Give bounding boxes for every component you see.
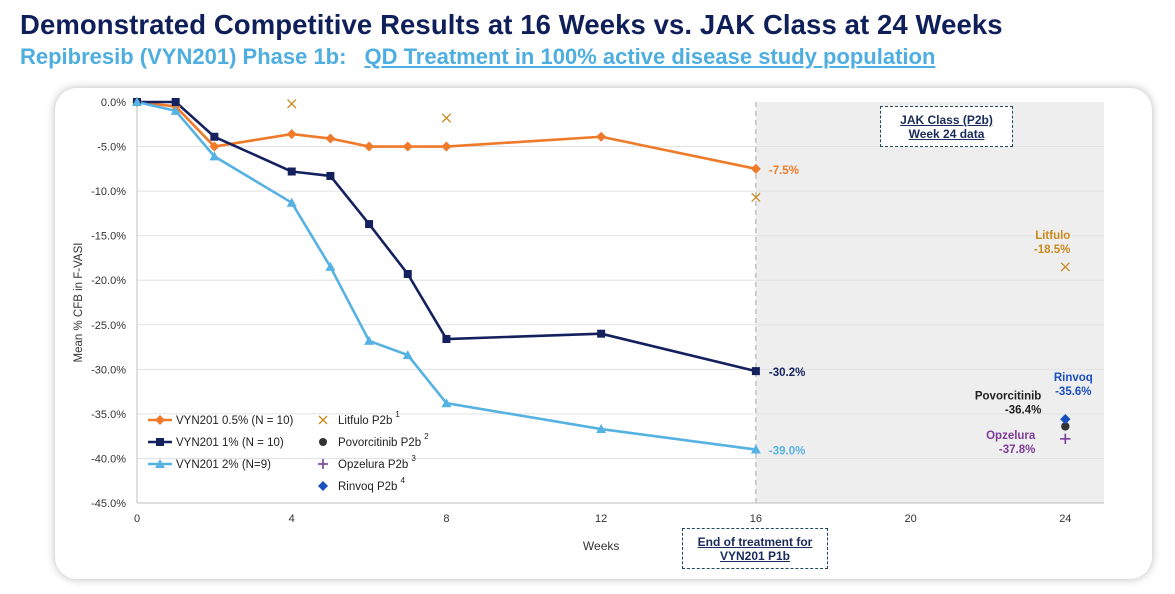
series-point-0 (364, 141, 375, 152)
comparator-point-0 (1060, 262, 1070, 272)
comparator-point-2 (1060, 433, 1071, 445)
comparator-point-0 (751, 192, 761, 203)
legend-marker (318, 415, 328, 425)
x-tick-label: 12 (595, 513, 607, 525)
comparator-label-value: -18.5% (1034, 244, 1070, 256)
series-point-1 (442, 335, 451, 344)
legend-marker (155, 459, 165, 468)
series-point-0 (325, 133, 336, 144)
series-point-2 (402, 350, 413, 360)
legend-marker (318, 481, 328, 491)
series-line-2 (136, 100, 757, 451)
x-tick-label: 16 (750, 513, 762, 525)
series-point-0 (750, 163, 761, 174)
page-title: Demonstrated Competitive Results at 16 W… (20, 9, 1003, 40)
legend-superscript: 2 (424, 432, 429, 441)
y-tick-label: -30.0% (91, 364, 126, 376)
legend-label: VYN201 1% (N = 10) (176, 437, 284, 449)
comparator-label-name: Rinvoq (1054, 372, 1093, 384)
series-line-0 (136, 100, 757, 171)
comparator-point-1 (1061, 422, 1070, 431)
series-point-1 (597, 329, 606, 338)
series-point-2 (132, 97, 142, 106)
series-point-2 (364, 335, 375, 345)
legend-marker (155, 415, 165, 425)
comparator-point-0 (287, 99, 297, 109)
x-axis-title: Weeks (583, 539, 619, 553)
series-point-1 (751, 367, 760, 376)
y-tick-label: -25.0% (91, 320, 126, 332)
series-point-2 (596, 424, 607, 434)
legend-label: Povorcitinib P2b (338, 437, 421, 449)
y-tick-label: -20.0% (91, 275, 126, 287)
eot-callout-line1: End of treatment for (697, 535, 813, 549)
jak-callout-line2: Week 24 data (908, 127, 985, 141)
comparator-label-value: -36.4% (1005, 404, 1041, 416)
series-point-1 (326, 171, 335, 180)
legend-label: VYN201 2% (N=9) (176, 459, 271, 471)
series-point-2 (441, 398, 452, 408)
legend-marker (319, 438, 327, 446)
y-tick-label: -15.0% (91, 231, 126, 243)
legend-superscript: 3 (411, 454, 416, 463)
series-point-1 (210, 132, 219, 141)
series-point-0 (596, 131, 607, 142)
series-end-label: -30.2% (769, 367, 805, 379)
legend-label: VYN201 0.5% (N = 10) (176, 415, 293, 427)
series-point-0 (441, 141, 452, 152)
legend-label: Litfulo P2b (338, 415, 392, 427)
y-tick-label: -35.0% (91, 409, 126, 421)
legend-label: Opzelura P2b (338, 459, 408, 471)
subtitle-link[interactable]: QD Treatment in 100% active disease stud… (364, 44, 936, 69)
series-end-label: -7.5% (769, 165, 799, 177)
comparator-label-name: Opzelura (986, 430, 1036, 442)
jak-class-callout: JAK Class (P2b) Week 24 data (880, 106, 1013, 147)
jak-shaded-region (755, 102, 1104, 503)
legend-superscript: 4 (400, 476, 405, 485)
eot-callout-line2: VYN201 P1b (719, 549, 791, 563)
y-tick-label: -10.0% (91, 186, 126, 198)
legend-marker (156, 438, 164, 446)
series-point-2 (325, 261, 336, 271)
series-point-2 (209, 151, 220, 161)
end-of-treatment-callout: End of treatment for VYN201 P1b (682, 528, 828, 569)
series-point-1 (287, 167, 296, 176)
series-point-2 (170, 105, 181, 115)
series-point-2 (286, 197, 297, 207)
page-subtitle: Repibresib (VYN201) Phase 1b: QD Treatmen… (20, 44, 935, 70)
series-point-0 (286, 129, 297, 140)
comparator-label-name: Povorcitinib (975, 390, 1041, 402)
subtitle-prefix: Repibresib (VYN201) Phase 1b: (20, 44, 347, 69)
series-point-0 (402, 141, 413, 152)
comparator-point-0 (441, 113, 452, 123)
comparator-label-value: -35.6% (1055, 386, 1091, 398)
comparator-label-value: -37.8% (999, 444, 1035, 456)
legend-label: Rinvoq P2b (338, 481, 397, 493)
comparator-point-3 (1060, 414, 1071, 425)
series-end-label: -39.0% (769, 446, 805, 458)
series-point-1 (403, 269, 412, 278)
y-tick-label: -45.0% (91, 498, 126, 510)
series-point-1 (171, 98, 180, 106)
x-tick-label: 4 (289, 513, 295, 525)
series-point-0 (209, 141, 220, 152)
x-tick-label: 0 (134, 513, 140, 525)
x-tick-label: 8 (443, 513, 449, 525)
legend-marker (318, 459, 328, 469)
comparator-label-name: Litfulo (1035, 230, 1070, 242)
jak-callout-line1: JAK Class (P2b) (900, 113, 993, 127)
x-tick-label: 24 (1059, 513, 1071, 525)
y-tick-label: 0.0% (101, 97, 126, 109)
x-tick-label: 20 (904, 513, 916, 525)
y-axis-title: Mean % CFB in F-VASI (73, 243, 85, 363)
series-point-2 (750, 444, 761, 454)
series-point-1 (365, 220, 374, 229)
series-line-1 (137, 100, 757, 373)
legend-superscript: 1 (395, 410, 400, 419)
y-tick-label: -5.0% (97, 142, 126, 154)
y-tick-label: -40.0% (91, 453, 126, 465)
